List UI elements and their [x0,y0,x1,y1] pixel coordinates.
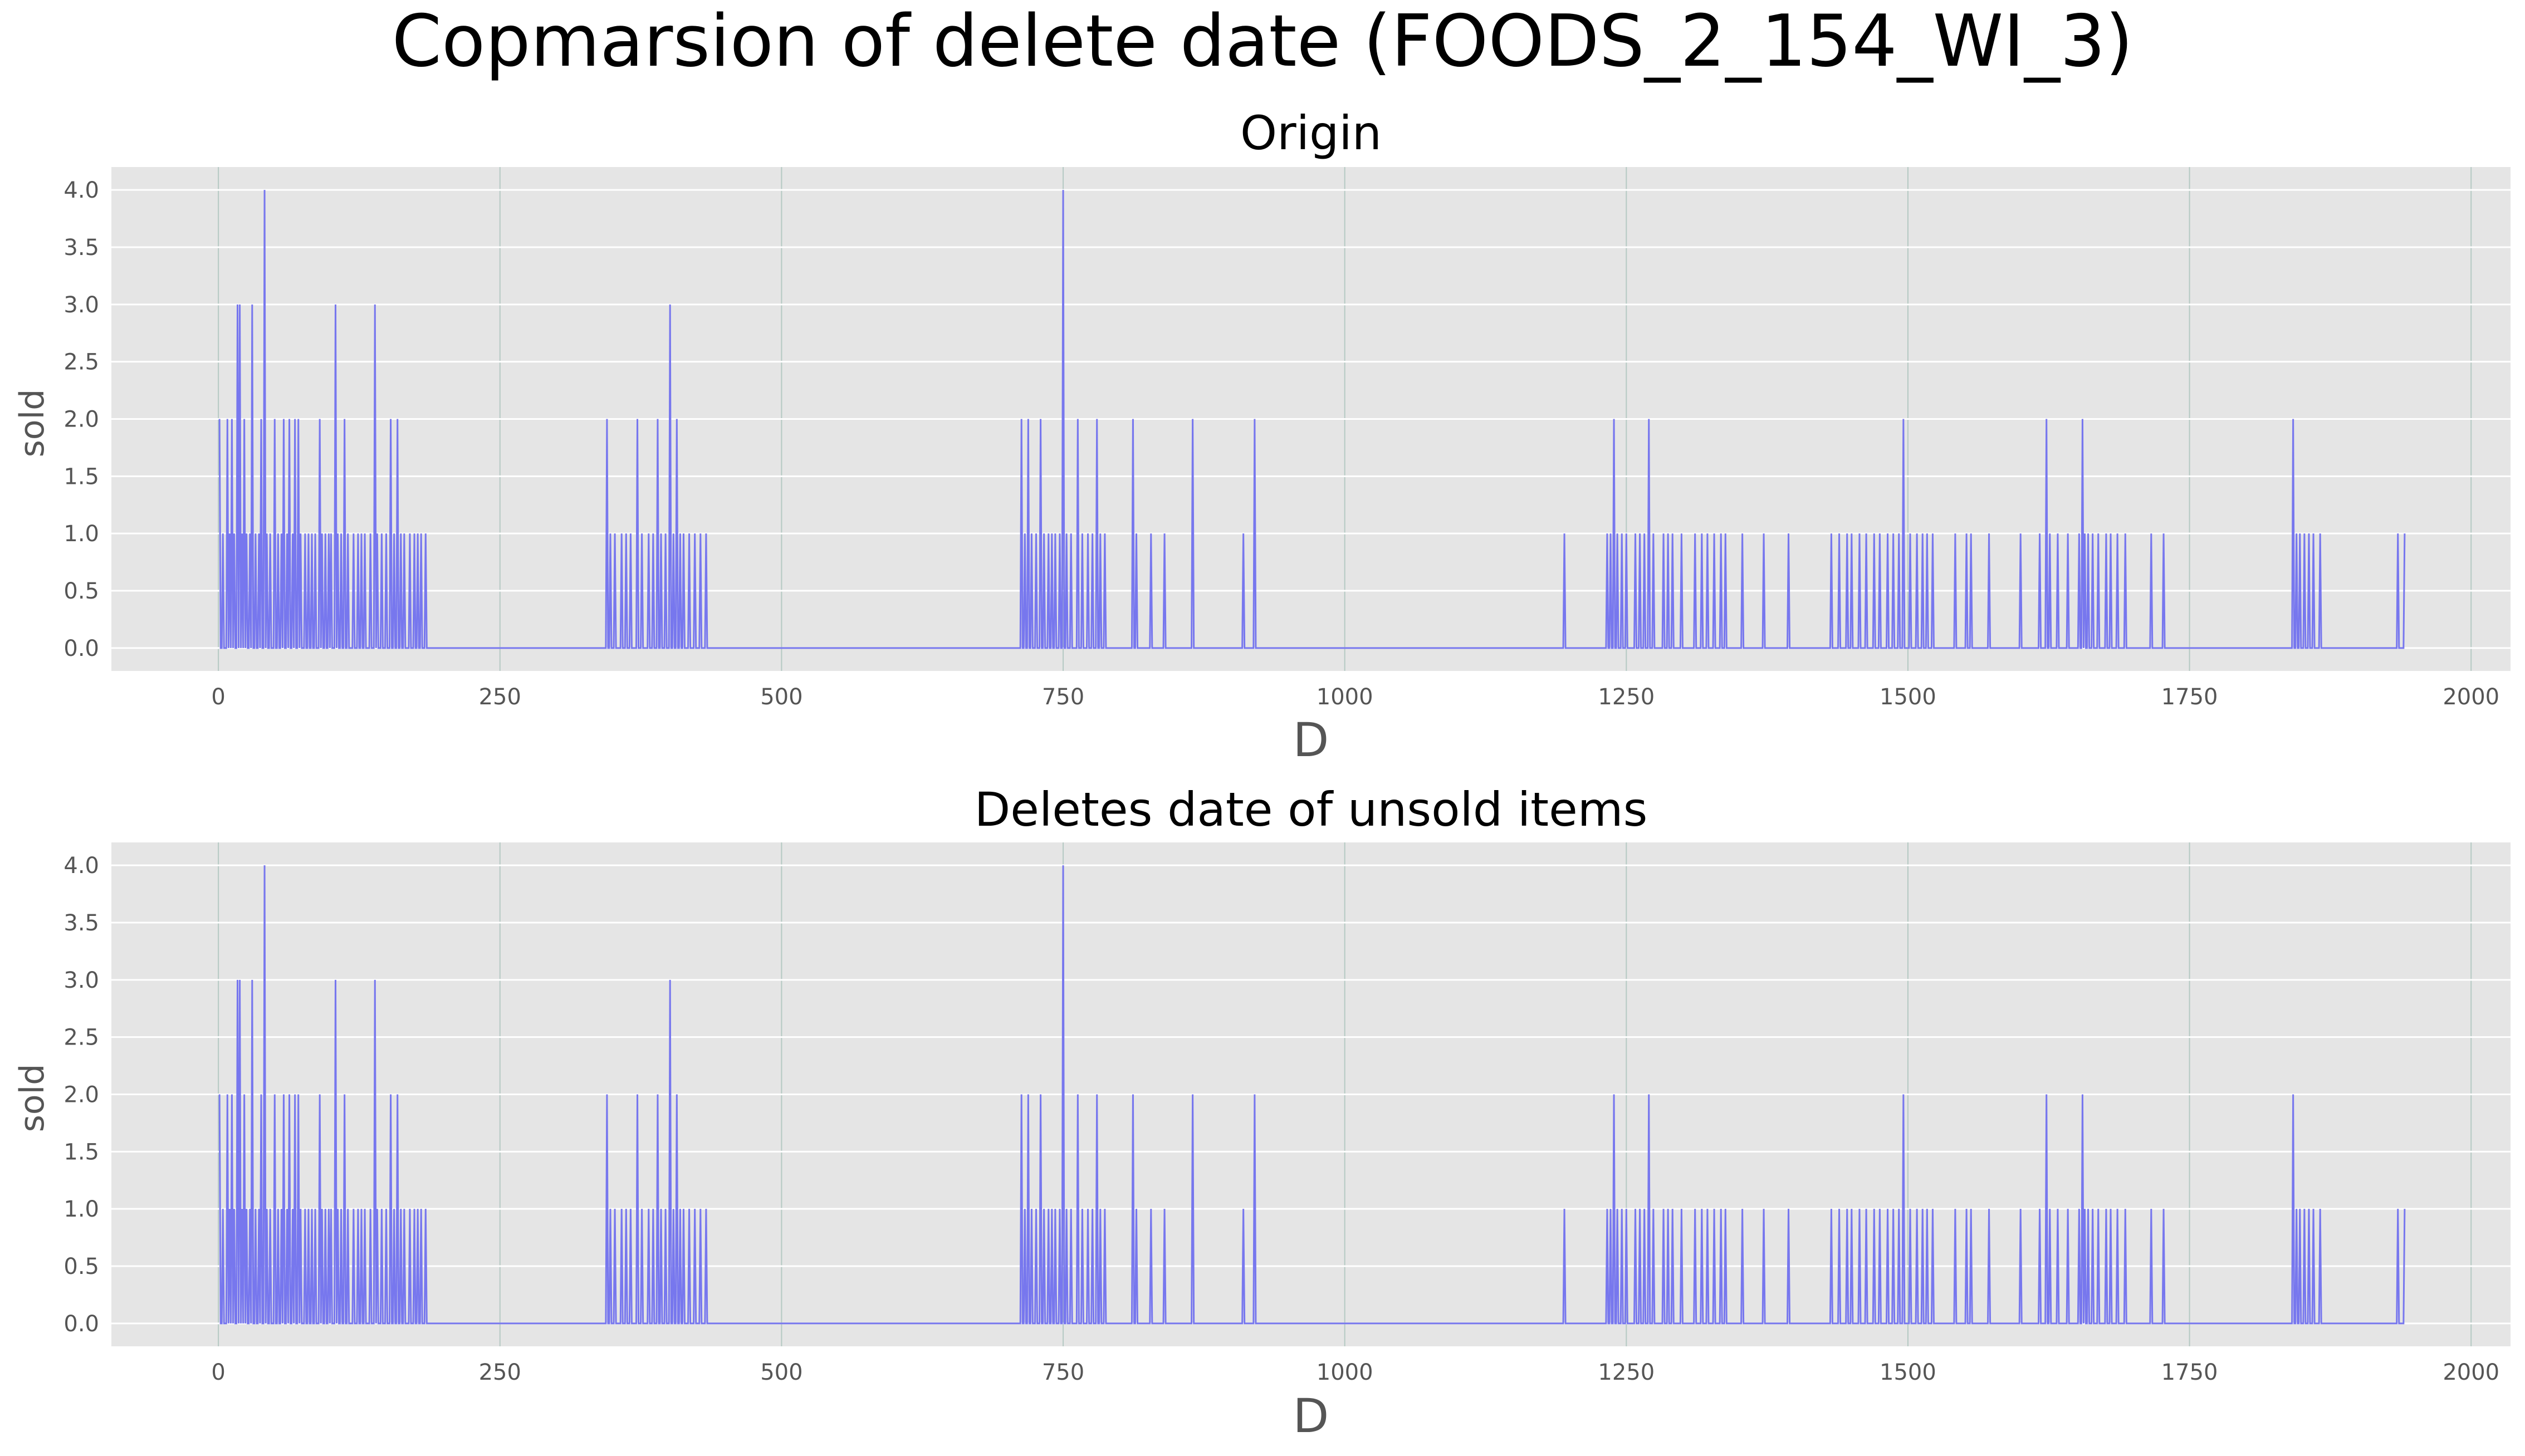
x-tick-label: 1750 [2161,1360,2218,1385]
y-tick-label: 2.5 [63,350,99,375]
y-tick-label: 0.5 [63,579,99,604]
y-tick-label: 3.0 [63,292,99,318]
x-tick-label: 1000 [1317,1360,1373,1385]
y-tick-label: 0.0 [63,636,99,661]
y-tick-label: 0.5 [63,1254,99,1279]
y-tick-labels: 0.0 0.5 1.0 1.5 2.0 2.5 3.0 3.5 4.0 [63,178,99,661]
x-tick-label: 250 [479,684,521,710]
x-tick-labels: 0 250 500 750 1000 1250 1500 1750 2000 [211,684,2499,710]
y-tick-label: 3.5 [63,235,99,261]
x-tick-label: 1750 [2161,684,2218,710]
x-tick-label: 1500 [1880,684,1936,710]
x-axis-label: D [1293,1389,1329,1443]
x-tick-label: 1250 [1598,684,1655,710]
x-tick-label: 2000 [2443,1360,2499,1385]
x-tick-label: 1250 [1598,1360,1655,1385]
y-axis-label: sold [13,389,52,458]
x-tick-label: 500 [760,684,802,710]
x-tick-label: 2000 [2443,684,2499,710]
y-tick-label: 2.0 [63,1082,99,1108]
x-tick-label: 250 [479,1360,521,1385]
chart-origin: Origin 0 250 500 750 1000 1250 1500 1750 2000 0.… [13,106,2511,767]
chart-deletes-date: Deletes date of unsold items 0 250 500 750 1… [13,782,2511,1443]
chart-title: Origin [1240,106,1382,160]
horizontal-gridlines [111,864,2511,1325]
y-tick-label: 3.0 [63,968,99,993]
x-tick-label: 750 [1042,1360,1084,1385]
y-tick-label: 3.5 [63,910,99,936]
y-tick-label: 4.0 [63,853,99,879]
series-line-sold [218,190,2406,649]
x-tick-label: 0 [211,1360,225,1385]
y-tick-label: 1.5 [63,1139,99,1165]
y-tick-label: 1.0 [63,521,99,547]
chart-title: Deletes date of unsold items [975,782,1648,837]
y-tick-label: 2.5 [63,1025,99,1051]
x-tick-labels: 0 250 500 750 1000 1250 1500 1750 2000 [211,1360,2499,1385]
y-tick-label: 0.0 [63,1311,99,1337]
x-tick-label: 1500 [1880,1360,1936,1385]
figure-title: Copmarsion of delete date (FOODS_2_154_W… [392,0,2133,83]
x-tick-label: 0 [211,684,225,710]
y-axis-label: sold [13,1064,52,1133]
x-tick-label: 750 [1042,684,1084,710]
y-tick-label: 4.0 [63,178,99,203]
y-tick-labels: 0.0 0.5 1.0 1.5 2.0 2.5 3.0 3.5 4.0 [63,853,99,1337]
x-tick-label: 500 [760,1360,802,1385]
y-tick-label: 1.0 [63,1197,99,1222]
x-tick-label: 1000 [1317,684,1373,710]
series-line-sold [218,865,2406,1325]
y-tick-label: 1.5 [63,464,99,489]
x-axis-label: D [1293,713,1329,767]
y-tick-label: 2.0 [63,407,99,433]
